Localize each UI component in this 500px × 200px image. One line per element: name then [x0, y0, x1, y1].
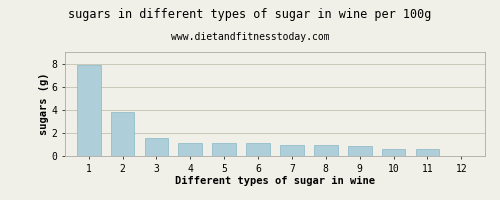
Text: sugars in different types of sugar in wine per 100g: sugars in different types of sugar in wi… [68, 8, 432, 21]
Text: www.dietandfitnesstoday.com: www.dietandfitnesstoday.com [170, 32, 330, 42]
Bar [382, 149, 406, 156]
Bar [212, 143, 236, 156]
Bar [77, 65, 100, 156]
Bar [416, 149, 440, 156]
Bar [110, 112, 134, 156]
Bar [314, 145, 338, 156]
X-axis label: Different types of sugar in wine: Different types of sugar in wine [175, 176, 375, 186]
Y-axis label: sugars (g): sugars (g) [38, 73, 48, 135]
Bar [178, 143, 202, 156]
Bar [246, 143, 270, 156]
Bar [144, 138, 169, 156]
Bar [280, 145, 304, 156]
Bar [348, 146, 372, 156]
